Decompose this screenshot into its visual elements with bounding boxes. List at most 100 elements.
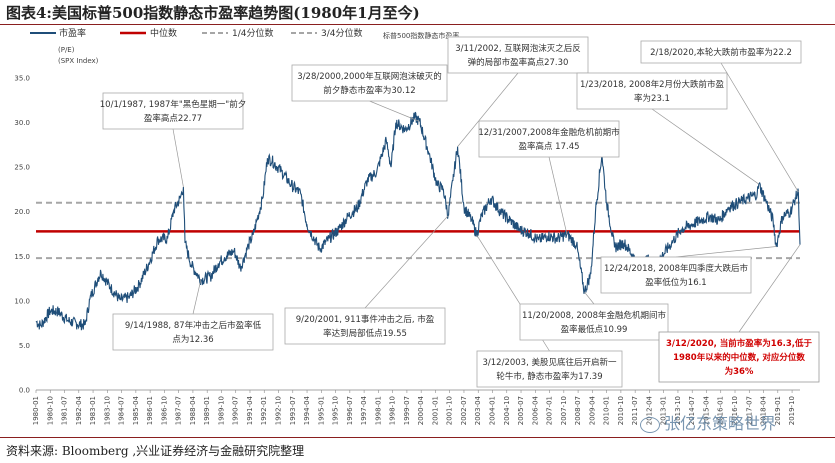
x-tick-label-39: 2009-04 xyxy=(588,395,596,425)
x-tick-label-30: 2002-07 xyxy=(460,396,468,425)
x-tick-label-46: 2014-07 xyxy=(688,396,696,425)
x-tick-label-19: 1994-04 xyxy=(303,395,311,425)
annotation-text: 12/31/2007,2008年金融危机前期市 xyxy=(478,127,620,138)
top-rule xyxy=(0,24,835,25)
x-tick-label-40: 2010-01 xyxy=(603,396,611,425)
x-tick-label-7: 1985-04 xyxy=(132,395,140,425)
annotation-text: 盈率高点 17.45 xyxy=(518,141,579,152)
x-tick-label-34: 2005-07 xyxy=(517,396,525,425)
y-tick-label-6: 30.0 xyxy=(14,119,30,127)
annotation-box xyxy=(478,120,620,158)
x-tick-label-49: 2016-10 xyxy=(731,396,739,425)
x-tick-label-11: 1988-04 xyxy=(189,395,197,425)
x-tick-label-44: 2013-01 xyxy=(660,396,668,425)
annotation-a2020b: 3/12/2020, 当前市盈率为16.3,低于 1980年以来的中位数, 对应分… xyxy=(658,244,820,383)
x-tick-label-3: 1982-04 xyxy=(75,395,83,425)
annotation-text: 盈率最低点10.99 xyxy=(561,324,628,335)
x-tick-label-26: 1999-07 xyxy=(403,396,411,425)
annotation-box xyxy=(476,350,623,388)
annotation-text: 率为23.1 xyxy=(634,93,670,104)
annotation-text: 盈率高点22.77 xyxy=(144,113,202,124)
annotation-leader xyxy=(369,100,420,122)
annotation-text: 轮牛市, 静态市盈率为17.39 xyxy=(496,371,602,382)
x-tick-label-13: 1989-10 xyxy=(217,396,225,425)
annotation-text: 9/14/1988, 87年冲击之后市盈率低 xyxy=(125,320,262,331)
pe-series xyxy=(35,111,801,331)
x-tick-label-47: 2015-04 xyxy=(702,395,710,425)
x-tick-label-1: 1980-10 xyxy=(46,396,54,425)
x-tick-label-22: 1996-07 xyxy=(346,396,354,425)
x-tick-label-32: 2004-01 xyxy=(488,396,496,425)
annotation-box xyxy=(658,331,820,383)
annotation-text: 1/23/2018, 2008年2月份大跌前市盈 xyxy=(580,79,725,90)
y-tick-label-3: 15.0 xyxy=(14,253,30,261)
legend-label-pe: 市盈率 xyxy=(59,27,86,39)
annotation-leader xyxy=(192,279,202,315)
annotation-leader xyxy=(548,156,568,235)
x-tick-label-21: 1995-10 xyxy=(332,396,340,425)
x-tick-label-2: 1981-07 xyxy=(61,396,69,425)
annotation-text: 3/12/2020, 当前市盈率为16.3,低于 xyxy=(666,338,812,349)
annotation-text: 3/12/2003, 美股见底往后开启新一 xyxy=(483,357,617,368)
annotation-text: 1980年以来的中位数, 对应分位数 xyxy=(673,352,805,363)
annotation-text: 弹的局部市盈率高点27.30 xyxy=(468,57,569,68)
y-tick-label-4: 20.0 xyxy=(14,208,30,216)
y-tick-label-1: 5.0 xyxy=(19,342,30,350)
annotation-text: 盈率低位为16.1 xyxy=(645,277,706,288)
x-tick-label-33: 2004-10 xyxy=(503,396,511,425)
x-axis: 1980-01 1980-10 1981-07 1982-04 1983-01 1983-… xyxy=(32,389,800,425)
legend-label-q1: 1/4分位数 xyxy=(232,27,274,39)
annotation-text: 3/28/2000,2000年互联网泡沫破灭的 xyxy=(297,71,441,82)
x-tick-label-18: 1993-07 xyxy=(289,396,297,425)
annotation-box xyxy=(102,92,244,130)
x-tick-label-51: 2018-04 xyxy=(760,395,768,425)
annotation-leader xyxy=(457,72,519,147)
x-tick-label-37: 2007-10 xyxy=(560,396,568,425)
annotation-box xyxy=(291,64,448,102)
y-tick-label-5: 25.0 xyxy=(14,164,30,172)
annotation-a2020a: 2/18/2020,本轮大跌前市盈率为22.2 xyxy=(640,40,802,193)
annotation-leader xyxy=(651,108,759,185)
y-tick-label-2: 10.0 xyxy=(14,297,30,305)
annotation-leader xyxy=(738,244,801,333)
annotation-text: 12/24/2018, 2008年四季度大跌后市 xyxy=(604,263,749,274)
annotation-leader xyxy=(675,246,777,258)
x-tick-label-23: 1997-04 xyxy=(360,395,368,425)
annotation-leader xyxy=(584,291,595,305)
legend-label-median: 中位数 xyxy=(150,27,177,39)
chart-legend: 市盈率 中位数 1/4分位数 3/4分位数 (P/E) (SPX Index) … xyxy=(30,27,459,65)
legend-label-q3: 3/4分位数 xyxy=(321,27,363,39)
x-tick-label-20: 1995-01 xyxy=(317,396,325,425)
x-tick-label-4: 1983-01 xyxy=(89,396,97,425)
reference-lines xyxy=(36,201,800,260)
annotation-text: 11/20/2008, 2008年金融危机期间市 xyxy=(522,310,667,321)
figure-title: 图表4:美国标普500指数静态市盈率趋势图(1980年1月至今) xyxy=(6,4,420,22)
y-unit-index: (SPX Index) xyxy=(58,57,99,65)
annotation-leader xyxy=(172,128,184,188)
x-tick-label-42: 2011-07 xyxy=(631,396,639,425)
watermark-text: 张亿东策略世界 xyxy=(664,414,777,433)
x-tick-label-24: 1998-01 xyxy=(374,396,382,425)
annotation-leader xyxy=(364,215,449,309)
x-tick-label-45: 2013-10 xyxy=(674,396,682,425)
annotation-text: 为36% xyxy=(725,366,754,377)
y-tick-label-0: 0.0 xyxy=(19,387,30,395)
annotation-box xyxy=(519,303,669,341)
x-tick-label-9: 1986-10 xyxy=(160,396,168,425)
annotation-text: 9/20/2001, 911事件冲击之后, 市盈 xyxy=(296,314,435,325)
annotation-box xyxy=(447,36,589,74)
x-tick-label-53: 2019-10 xyxy=(788,396,796,425)
annotation-text: 10/1/1987, 1987年"黑色星期一"前夕 xyxy=(100,99,246,110)
y-tick-label-7: 35.0 xyxy=(14,75,30,83)
series-note: 标普500指数静态市盈率 xyxy=(383,31,459,40)
x-tick-label-25: 1998-10 xyxy=(389,396,397,425)
